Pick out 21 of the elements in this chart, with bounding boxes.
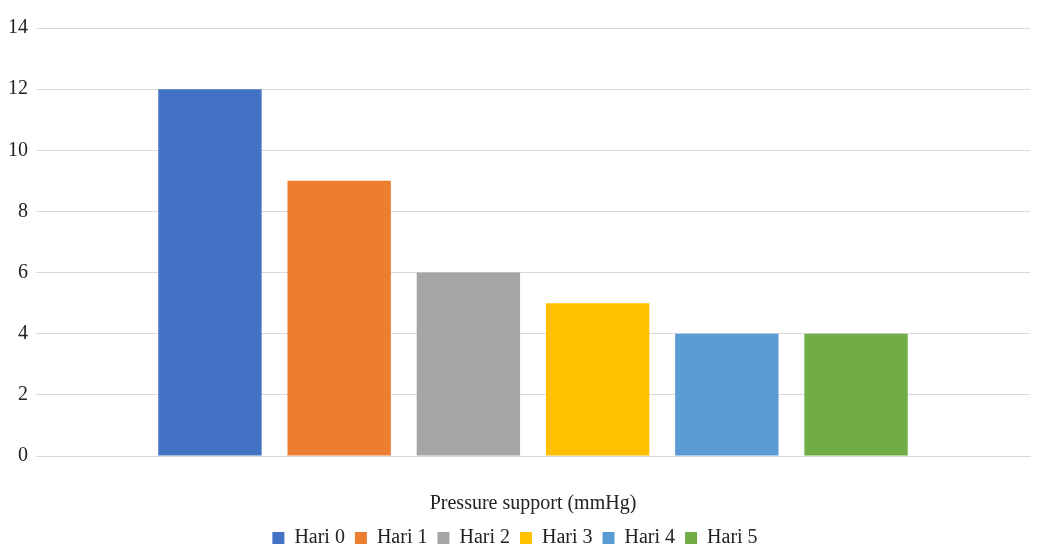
legend-label: Hari 2 [459, 525, 511, 548]
x-axis-title: Pressure support (mmHg) [429, 491, 637, 515]
bar [804, 333, 908, 456]
bar [675, 333, 779, 456]
legend-label: Hari 4 [624, 525, 676, 548]
legend-label: Hari 5 [707, 525, 758, 548]
y-tick-label: 0 [18, 443, 28, 466]
bar [158, 89, 262, 456]
y-tick-label: 8 [18, 198, 28, 221]
bar [287, 180, 391, 456]
y-tick-label: 14 [8, 15, 28, 38]
bar [416, 272, 521, 456]
y-tick-label: 6 [18, 259, 28, 282]
legend-label: Hari 3 [542, 525, 593, 548]
y-tick-label: 10 [8, 137, 28, 160]
y-tick-label: 2 [18, 382, 28, 405]
bar [545, 303, 650, 456]
legend-label: Hari 1 [376, 525, 428, 548]
legend-label: Hari 0 [294, 525, 345, 548]
y-tick-label: 4 [18, 320, 28, 343]
y-tick-label: 12 [8, 76, 28, 99]
